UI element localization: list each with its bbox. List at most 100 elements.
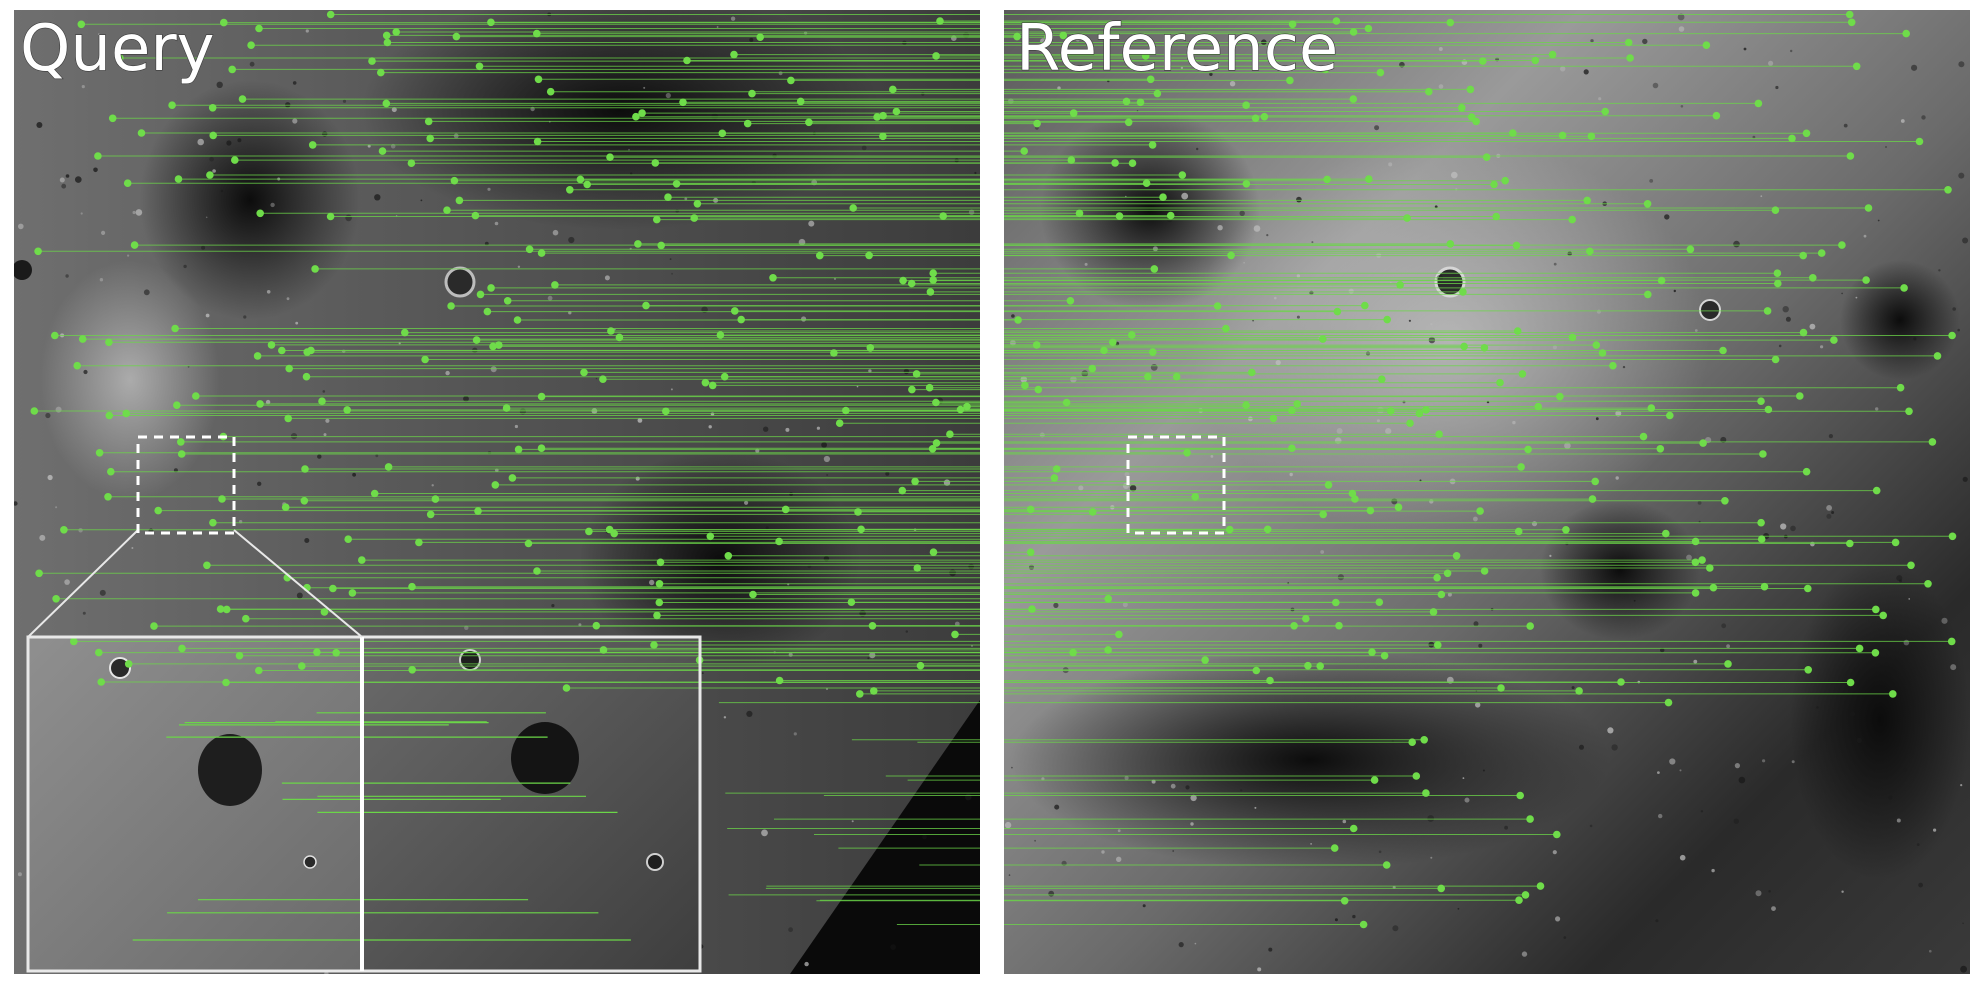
keypoint — [929, 269, 937, 278]
keypoint — [209, 518, 217, 527]
crater-speck — [1553, 262, 1557, 266]
keypoint — [724, 552, 733, 560]
crater-speck — [1181, 192, 1189, 200]
crater-speck — [861, 145, 867, 151]
keypoint — [1422, 406, 1430, 414]
crater-speck — [99, 589, 106, 596]
crater-speck — [1257, 967, 1262, 972]
crater-speck — [1217, 225, 1223, 231]
crater-speck — [325, 418, 330, 423]
keypoint — [426, 510, 435, 519]
crater-speck — [1658, 813, 1663, 819]
keypoint — [256, 209, 265, 218]
keypoint — [503, 297, 512, 305]
keypoint — [1422, 789, 1430, 797]
crater-speck — [1780, 523, 1787, 530]
crater-speck — [45, 412, 51, 419]
crater-speck — [1457, 907, 1460, 910]
keypoint — [1361, 301, 1369, 310]
crater-speck — [132, 210, 136, 215]
keypoint — [222, 678, 230, 687]
crater-speck — [1957, 328, 1960, 332]
keypoint — [1403, 214, 1411, 222]
keypoint — [749, 590, 757, 599]
keypoint — [1846, 678, 1855, 687]
keypoint — [1148, 141, 1157, 149]
keypoint — [537, 444, 546, 453]
crater-speck — [494, 221, 499, 226]
crater-speck — [292, 81, 297, 85]
keypoint — [1490, 180, 1498, 189]
keypoint — [1382, 861, 1391, 869]
keypoint — [662, 407, 670, 416]
keypoint — [731, 307, 739, 315]
keypoint — [706, 532, 715, 541]
crater-speck — [1053, 602, 1059, 609]
keypoint — [1662, 529, 1670, 538]
crater-speck — [1555, 916, 1561, 922]
keypoint — [1375, 598, 1384, 606]
crater-speck — [1908, 598, 1910, 600]
keypoint — [130, 241, 139, 249]
keypoint — [107, 467, 115, 476]
keypoint — [1657, 276, 1666, 285]
keypoint — [1509, 129, 1517, 137]
keypoint — [242, 614, 250, 623]
keypoint — [1497, 684, 1505, 692]
crater-speck — [1790, 49, 1793, 53]
keypoint — [51, 331, 59, 340]
keypoint — [1340, 897, 1349, 905]
crater-speck — [1903, 639, 1910, 646]
panel-divider — [980, 0, 1004, 984]
keypoint — [1809, 274, 1817, 282]
keypoint — [95, 449, 104, 457]
crater-speck — [345, 214, 352, 222]
keypoint — [899, 276, 907, 285]
crater-speck — [1266, 234, 1269, 237]
keypoint — [1075, 209, 1084, 218]
crater-speck — [374, 194, 381, 201]
crater-speck — [1950, 664, 1957, 671]
keypoint — [879, 132, 887, 141]
keypoint — [1319, 510, 1327, 519]
crater-speck — [1011, 314, 1015, 318]
keypoint — [1115, 212, 1124, 220]
keypoint — [281, 503, 290, 512]
crater-speck — [1194, 942, 1197, 945]
crater-speck — [1385, 428, 1392, 435]
keypoint — [408, 582, 416, 591]
keypoint — [898, 486, 907, 495]
keypoint — [1335, 621, 1343, 630]
keypoint — [1515, 896, 1523, 904]
crater-speck — [1686, 554, 1692, 561]
keypoint — [1526, 815, 1534, 823]
query-roi-box — [136, 435, 236, 535]
crater-speck — [1438, 47, 1443, 51]
crater-speck — [1900, 119, 1905, 123]
keypoint — [247, 41, 255, 49]
keypoint — [1592, 341, 1601, 349]
keypoint — [513, 316, 522, 324]
crater-speck — [1933, 828, 1937, 832]
keypoints — [30, 10, 1957, 929]
keypoint — [679, 98, 687, 107]
keypoint — [599, 646, 608, 654]
keypoint — [123, 179, 132, 187]
keypoint — [787, 76, 795, 85]
keypoint — [1026, 505, 1035, 514]
crater-speck — [1583, 69, 1589, 75]
crater-speck — [304, 538, 310, 543]
keypoint — [78, 335, 87, 343]
crater-speck — [568, 236, 575, 244]
keypoint — [326, 212, 335, 221]
crater-speck — [47, 474, 53, 481]
crater-speck — [61, 183, 67, 189]
keypoint — [1587, 132, 1596, 141]
crater-speck — [1596, 309, 1601, 314]
keypoint — [203, 561, 211, 570]
keypoint — [471, 211, 480, 220]
keypoint — [104, 493, 112, 501]
keypoint — [796, 97, 805, 106]
keypoint — [421, 355, 429, 364]
keypoint — [1452, 552, 1461, 560]
